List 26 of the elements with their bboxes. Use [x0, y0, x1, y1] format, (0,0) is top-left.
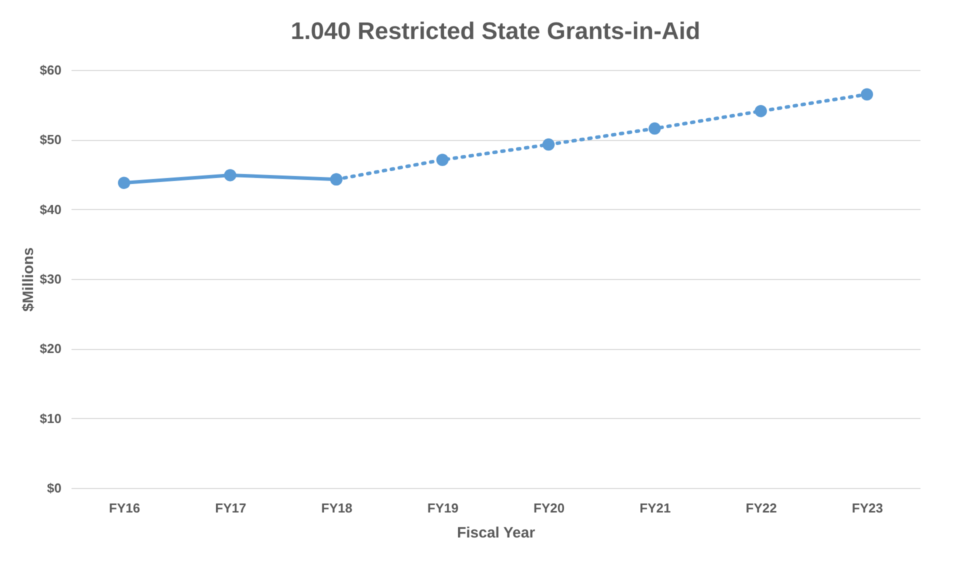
x-tick-label: FY19	[427, 500, 458, 516]
y-tick-label: $20	[40, 341, 62, 356]
y-tick-label: $30	[40, 272, 62, 286]
point	[542, 138, 555, 151]
y-tick-label: $0	[47, 480, 62, 496]
chart-title: 1.040 Restricted State Grants-in-Aid	[290, 18, 700, 45]
point	[224, 169, 236, 182]
x-axis-title: Fiscal Year	[456, 524, 536, 542]
point	[118, 176, 130, 189]
x-tick-label: FY23	[852, 500, 883, 516]
point	[648, 122, 661, 135]
y-tick-label: $50	[40, 132, 62, 148]
x-tick-label: FY20	[534, 500, 565, 516]
y-tick-label: $40	[40, 202, 62, 217]
x-tick-label: FY22	[746, 500, 777, 516]
x-tick-label: FY18	[321, 500, 352, 516]
y-tick-label: $60	[40, 62, 62, 78]
point	[330, 173, 342, 186]
x-tick-label: FY17	[215, 500, 246, 516]
point	[860, 88, 874, 100]
x-tick-label: FY21	[640, 500, 671, 516]
point	[436, 154, 449, 166]
point	[754, 104, 767, 118]
y-axis-title: $Millions	[20, 247, 37, 312]
y-tick-label: $10	[40, 410, 62, 426]
x-tick-label: FY16	[109, 500, 140, 516]
